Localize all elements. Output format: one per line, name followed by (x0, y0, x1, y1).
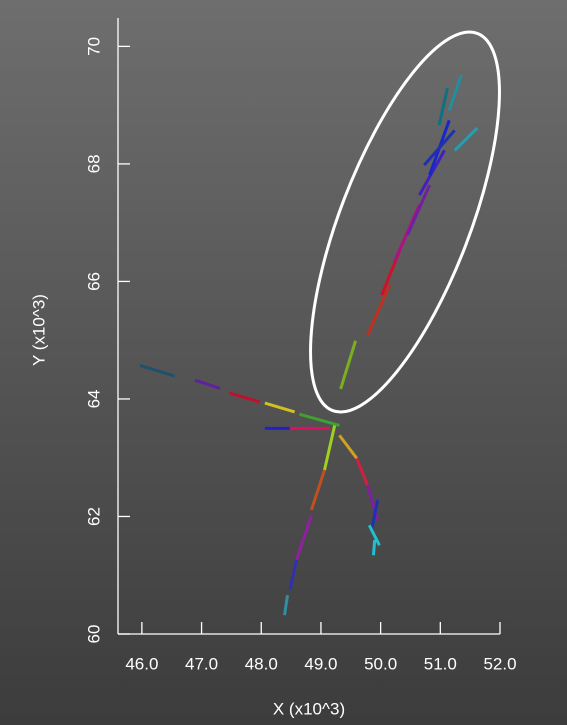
background (0, 0, 567, 725)
y-tick-label: 60 (84, 625, 103, 644)
x-tick-label: 50.0 (364, 654, 397, 673)
x-tick-label: 51.0 (424, 654, 457, 673)
page: X (x10^3) Y (x10^3) 46.0 47.0 48.0 49.0 50.0… (0, 0, 567, 725)
x-tick-label: 48.0 (245, 654, 278, 673)
y-tick-label: 68 (84, 154, 103, 173)
y-tick-label: 64 (84, 389, 103, 408)
x-tick-label: 47.0 (185, 654, 218, 673)
chart: X (x10^3) Y (x10^3) 46.0 47.0 48.0 49.0 50.0… (0, 0, 567, 725)
x-tick-label: 52.0 (483, 654, 516, 673)
x-tick-label: 49.0 (304, 654, 337, 673)
track (373, 540, 374, 555)
y-tick-label: 66 (84, 272, 103, 291)
y-tick-label: 62 (84, 507, 103, 526)
x-axis-title: X (x10^3) (273, 699, 345, 718)
y-axis-title: Y (x10^3) (29, 294, 48, 366)
y-tick-label: 70 (84, 37, 103, 56)
x-tick-label: 46.0 (125, 654, 158, 673)
